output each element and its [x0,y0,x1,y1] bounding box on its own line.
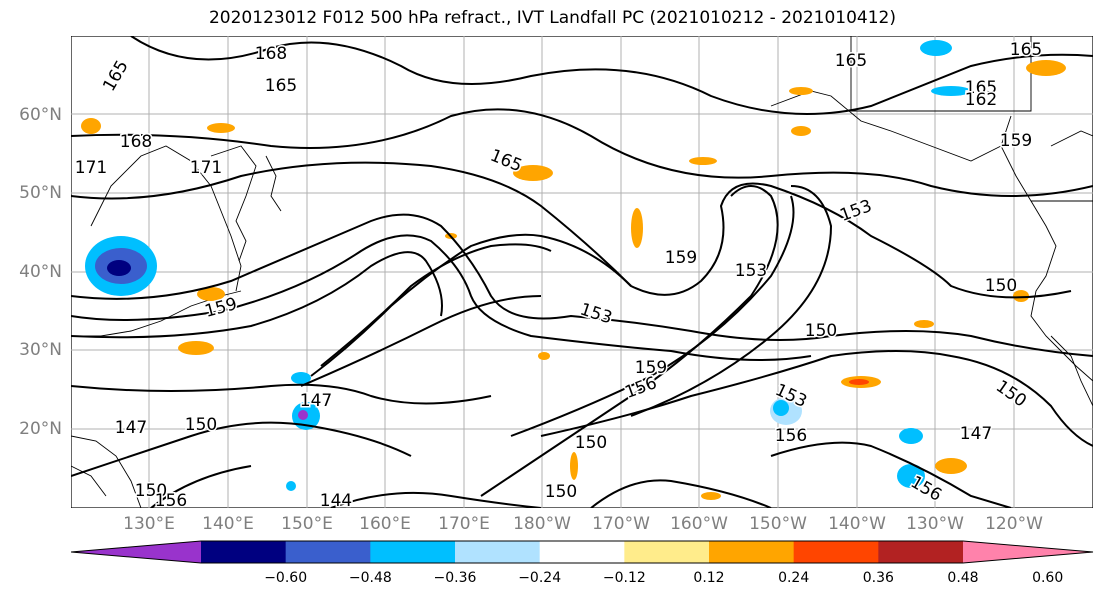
contour-label: 171 [75,158,107,178]
figure-title: 2020123012 F012 500 hPa refract., IVT La… [208,8,896,28]
lon-label: 180°W [513,514,571,534]
lat-label-60n: 60°N [19,105,62,125]
colorbar-tick-label: −0.36 [433,570,477,586]
contour-label: 156 [155,491,187,508]
contour-label: 159 [665,248,697,268]
colorbar-bin [709,541,795,563]
lon-label: 130°E [123,514,175,534]
lon-label: 170°W [592,514,650,534]
shaded-anomalies [81,40,1066,500]
colorbar-tick-label: −0.24 [518,570,562,586]
colorbar-tick-label: 0.48 [947,570,979,586]
lon-label: 140°E [202,514,254,534]
contour-label: 168 [120,132,152,152]
contour-label: 147 [115,418,147,438]
contour-label: 159 [1000,131,1032,151]
colorbar-bin [285,541,371,563]
contour-label: 150 [575,433,607,453]
lon-label: 130°W [906,514,964,534]
colorbar [70,540,1096,568]
colorbar-bin [455,541,541,563]
contour-label: 162 [965,90,997,110]
contour-label: 150 [545,482,577,502]
colorbar-extend-high [963,541,1093,563]
lat-label-40n: 40°N [19,262,62,282]
map-panel: 168 165 165 165 165 165 168 171 171 165 162 159 159 1… [71,36,1093,508]
graticule [71,36,1093,508]
lat-label-30n: 30°N [19,340,62,360]
lat-label-50n: 50°N [19,183,62,203]
lon-label: 150°E [281,514,333,534]
contour-label: 168 [255,44,287,64]
coastlines [71,36,1093,508]
colorbar-tick-label: −0.12 [602,570,646,586]
colorbar-bin [793,541,879,563]
refractivity-contours [71,36,1093,508]
lon-label: 160°W [670,514,728,534]
contour-label: 150 [985,276,1017,296]
contour-label: 165 [835,51,867,71]
colorbar-bin [624,541,710,563]
colorbar-tick-label: −0.48 [348,570,392,586]
colorbar-tick-label: 0.36 [862,570,894,586]
colorbar-tick-label: 0.24 [778,570,810,586]
contour-label: 147 [300,391,332,411]
colorbar-tick-label: 0.60 [1032,570,1064,586]
colorbar-bin [878,541,964,563]
contour-label: 153 [735,261,767,281]
lon-label: 150°W [749,514,807,534]
colorbar-extend-low [71,541,201,563]
lon-label: 120°W [985,514,1043,534]
contour-label: 150 [135,481,167,501]
lon-label: 170°E [438,514,490,534]
contour-label: 165 [265,76,297,96]
contour-label: 147 [960,424,992,444]
contour-label: 150 [185,415,217,435]
contour-label: 171 [190,158,222,178]
contour-label: 159 [635,358,667,378]
lon-label: 160°E [359,514,411,534]
contour-label: 165 [965,78,997,98]
colorbar-tick-label: −0.60 [264,570,308,586]
contour-label: 156 [775,426,807,446]
lon-label: 140°W [828,514,886,534]
colorbar-tick-label: 0.12 [693,570,725,586]
contour-label: 165 [1010,40,1042,60]
colorbar-bin [370,541,456,563]
colorbar-bin [201,541,287,563]
colorbar-bin [539,541,625,563]
lat-label-20n: 20°N [19,419,62,439]
contour-label: 150 [805,321,837,341]
contour-label: 144 [320,491,352,508]
